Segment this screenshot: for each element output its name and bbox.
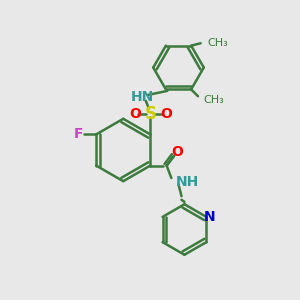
- Text: O: O: [160, 106, 172, 121]
- Text: CH₃: CH₃: [203, 95, 224, 105]
- Text: O: O: [129, 106, 141, 121]
- Text: F: F: [74, 128, 83, 141]
- Text: O: O: [171, 145, 183, 159]
- Text: S: S: [144, 105, 156, 123]
- Text: NH: NH: [176, 175, 200, 189]
- Text: HN: HN: [131, 90, 154, 104]
- Text: CH₃: CH₃: [208, 38, 228, 48]
- Text: N: N: [204, 210, 216, 224]
